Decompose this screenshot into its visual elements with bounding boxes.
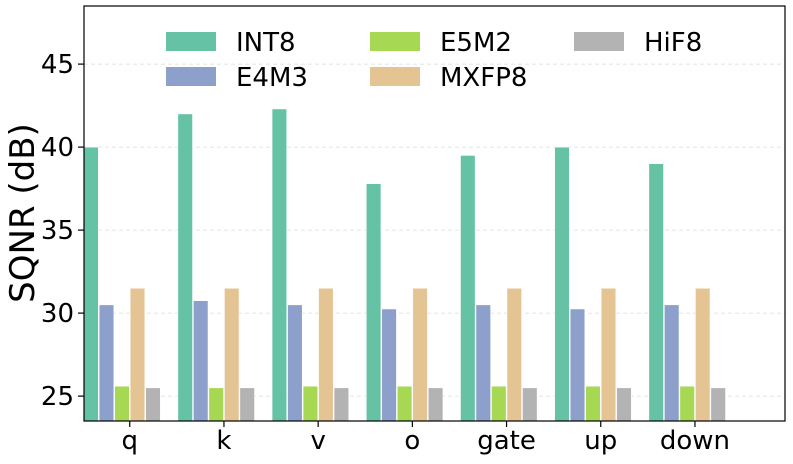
plot-frame [83, 5, 786, 422]
bars-layer [83, 108, 726, 422]
legend: INT8 E4M3 E5M2 MXFP8 HiF8 [166, 28, 702, 93]
y-tick-label: 45 [41, 50, 74, 80]
x-tick-label: v [310, 426, 325, 456]
bar-int8-v [271, 108, 288, 422]
bar-int8-o [365, 183, 382, 422]
bar-e4m3-down [664, 304, 680, 422]
legend-item-hif8: HiF8 [574, 28, 702, 58]
y-tick-label: 25 [41, 382, 74, 412]
bar-e5m2-gate [491, 385, 507, 422]
bar-e5m2-q [114, 385, 130, 422]
bar-int8-k [177, 113, 193, 422]
bar-e5m2-k [208, 387, 224, 422]
legend-swatch-int8 [166, 32, 216, 51]
bar-hif8-gate [522, 387, 538, 422]
x-tick-label: o [404, 426, 420, 456]
bar-hif8-k [239, 387, 255, 422]
bar-e4m3-q [98, 304, 115, 422]
bar-mxfp8-q [129, 287, 146, 422]
x-tick-label: down [660, 426, 730, 456]
y-tick-label: 40 [41, 133, 74, 163]
y-tick-label: 35 [41, 216, 74, 246]
legend-swatch-hif8 [574, 32, 624, 51]
axes-layer: 25 30 35 40 45 q k v o gate up down [41, 50, 730, 456]
bar-mxfp8-k [224, 287, 240, 422]
bar-int8-q [83, 146, 99, 422]
bar-mxfp8-gate [506, 287, 522, 422]
bar-hif8-v [333, 387, 350, 422]
legend-item-int8: INT8 [166, 28, 296, 58]
legend-label-mxfp8: MXFP8 [440, 63, 527, 93]
legend-item-mxfp8: MXFP8 [370, 63, 527, 93]
bar-mxfp8-up [600, 287, 617, 422]
bar-e4m3-o [381, 308, 397, 422]
bar-e4m3-k [193, 300, 209, 422]
x-tick-label: q [121, 426, 138, 456]
legend-swatch-mxfp8 [370, 67, 420, 86]
legend-label-e5m2: E5M2 [440, 28, 512, 58]
legend-item-e4m3: E4M3 [166, 63, 308, 93]
bar-hif8-up [616, 387, 632, 422]
bar-hif8-o [427, 387, 444, 422]
bar-int8-down [648, 163, 664, 422]
bar-e5m2-down [679, 385, 695, 422]
bar-mxfp8-v [318, 287, 334, 422]
bar-e4m3-up [569, 308, 586, 422]
bar-int8-up [554, 146, 570, 422]
legend-label-hif8: HiF8 [644, 28, 702, 58]
bar-e5m2-up [585, 385, 601, 422]
y-tick-label: 30 [41, 299, 74, 329]
bar-int8-gate [460, 155, 476, 422]
bar-e4m3-gate [475, 304, 491, 422]
bar-e4m3-v [287, 304, 303, 422]
x-tick-label: gate [477, 426, 536, 456]
bar-e5m2-o [396, 385, 413, 422]
bar-hif8-q [145, 387, 161, 422]
legend-swatch-e4m3 [166, 67, 216, 86]
legend-label-e4m3: E4M3 [236, 63, 308, 93]
bar-e5m2-v [302, 385, 319, 422]
legend-swatch-e5m2 [370, 32, 420, 51]
legend-item-e5m2: E5M2 [370, 28, 512, 58]
bar-mxfp8-down [695, 287, 711, 422]
legend-label-int8: INT8 [236, 28, 296, 58]
x-tick-label: k [216, 426, 231, 456]
bar-mxfp8-o [412, 287, 428, 422]
bar-hif8-down [710, 387, 726, 422]
y-axis-label: SQNR (dB) [3, 123, 43, 303]
x-tick-label: up [584, 426, 617, 456]
